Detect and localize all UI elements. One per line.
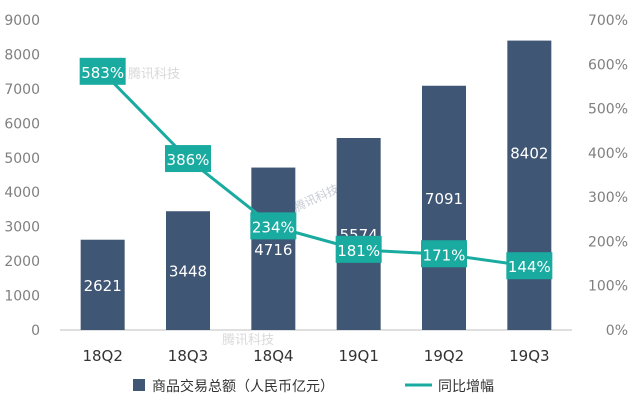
x-axis-label: 18Q2 — [82, 347, 122, 365]
x-axis-label: 19Q1 — [338, 347, 378, 365]
watermark-text: 腾讯科技 — [291, 181, 341, 215]
x-axis-label: 19Q2 — [424, 347, 464, 365]
bar-18Q2 — [80, 239, 125, 330]
growth-label-text: 386% — [167, 151, 210, 169]
watermark-text: 腾讯科技 — [222, 332, 274, 348]
bar-value-label: 3448 — [169, 263, 207, 281]
bar-value-label: 4716 — [254, 241, 292, 259]
growth-label-18Q3: 386% — [165, 145, 211, 173]
legend-bar-label: 商品交易总额（人民币亿元） — [152, 378, 334, 395]
x-axis-label: 18Q4 — [253, 347, 293, 365]
growth-label-18Q4: 234% — [250, 212, 297, 240]
bar-19Q3 — [507, 40, 552, 330]
right-axis-tick-label: 400% — [588, 146, 628, 162]
bar-18Q3 — [166, 211, 210, 330]
growth-label-19Q3: 144% — [506, 252, 553, 280]
growth-label-19Q1: 181% — [335, 235, 382, 263]
bar-value-label: 8402 — [510, 145, 548, 163]
x-axis-label: 19Q3 — [509, 347, 549, 365]
left-axis-tick-label: 6000 — [4, 116, 40, 132]
growth-label-text: 181% — [337, 242, 380, 260]
watermark-text: 腾讯科技 — [128, 66, 180, 82]
growth-label-box — [421, 240, 467, 268]
growth-label-18Q2: 583% — [79, 57, 126, 85]
growth-label-box — [79, 57, 126, 85]
left-axis-tick-label: 2000 — [4, 254, 40, 270]
right-axis-tick-label: 200% — [588, 234, 628, 250]
bar-value-label: 2621 — [84, 277, 122, 295]
x-axis-labels: 18Q2 18Q3 18Q4 19Q1 19Q2 19Q3 — [82, 347, 549, 365]
right-axis-tick-label: 500% — [588, 102, 628, 118]
growth-value-labels: 583% 386% 234% 181% 171% 144% — [79, 57, 553, 280]
growth-label-box — [250, 212, 297, 240]
right-axis-tick-label: 600% — [588, 57, 628, 73]
legend-bar-swatch — [133, 379, 145, 391]
left-axis-tick-label: 1000 — [4, 289, 40, 305]
bar-18Q4 — [251, 167, 296, 330]
growth-label-text: 583% — [81, 64, 124, 82]
left-axis-tick-label: 4000 — [4, 185, 40, 201]
bar-19Q2 — [422, 85, 466, 330]
bar-19Q1 — [336, 138, 381, 330]
left-axis-tick-label: 5000 — [4, 151, 40, 167]
bar-series — [80, 40, 552, 330]
legend: 商品交易总额（人民币亿元） 同比增幅 — [133, 378, 494, 395]
bar-value-label: 7091 — [425, 190, 463, 208]
right-axis-tick-label: 700% — [588, 13, 628, 29]
growth-label-box — [506, 252, 553, 280]
left-axis-tick-label: 8000 — [4, 47, 40, 63]
x-axis-label: 18Q3 — [168, 347, 208, 365]
right-axis-tick-label: 100% — [588, 279, 628, 295]
left-axis-tick-label: 9000 — [4, 13, 40, 29]
right-axis: 0% 100% 200% 300% 400% 500% 600% 700% — [588, 13, 628, 339]
left-axis-tick-label: 0 — [31, 323, 40, 339]
growth-label-text: 144% — [508, 258, 551, 276]
left-axis: 0 1000 2000 3000 4000 5000 6000 7000 8000 9000 — [4, 13, 40, 339]
left-axis-tick-label: 3000 — [4, 220, 40, 236]
growth-label-text: 234% — [252, 218, 295, 236]
growth-label-text: 171% — [423, 246, 466, 264]
growth-label-19Q2: 171% — [421, 240, 467, 268]
growth-label-box — [165, 145, 211, 173]
legend-line-label: 同比增幅 — [438, 379, 494, 395]
growth-label-box — [335, 235, 382, 263]
right-axis-tick-label: 300% — [588, 190, 628, 206]
left-axis-tick-label: 7000 — [4, 82, 40, 98]
right-axis-tick-label: 0% — [606, 323, 628, 339]
